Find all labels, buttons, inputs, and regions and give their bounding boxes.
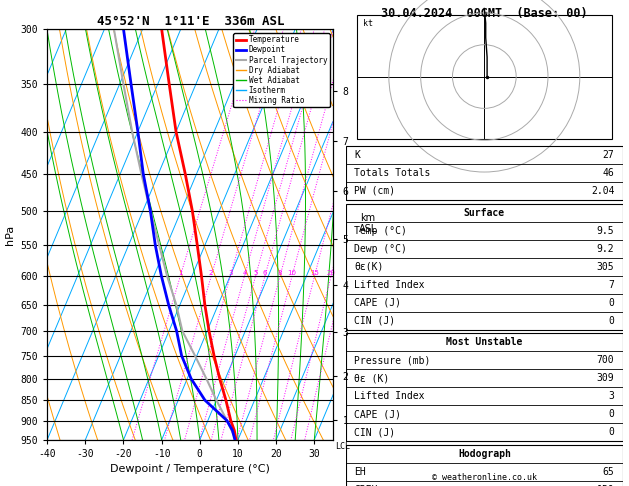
- Text: Lifted Index: Lifted Index: [354, 391, 425, 401]
- Text: 0: 0: [608, 297, 615, 308]
- Text: CAPE (J): CAPE (J): [354, 409, 401, 419]
- Text: 30.04.2024  00GMT  (Base: 00): 30.04.2024 00GMT (Base: 00): [381, 7, 587, 20]
- Text: 0: 0: [608, 409, 615, 419]
- Text: 46: 46: [603, 168, 615, 178]
- Text: CIN (J): CIN (J): [354, 315, 396, 326]
- Text: 3: 3: [608, 391, 615, 401]
- Y-axis label: hPa: hPa: [5, 225, 15, 244]
- Text: kt: kt: [362, 19, 372, 29]
- Text: Temp (°C): Temp (°C): [354, 226, 407, 236]
- X-axis label: Dewpoint / Temperature (°C): Dewpoint / Temperature (°C): [110, 465, 270, 474]
- Text: 309: 309: [597, 373, 615, 383]
- Text: 9.2: 9.2: [597, 243, 615, 254]
- Text: Totals Totals: Totals Totals: [354, 168, 431, 178]
- Y-axis label: km
ASL: km ASL: [359, 213, 377, 235]
- Text: CAPE (J): CAPE (J): [354, 297, 401, 308]
- Text: 700: 700: [597, 355, 615, 365]
- Text: Lifted Index: Lifted Index: [354, 279, 425, 290]
- Text: LCL: LCL: [335, 442, 350, 451]
- Text: 5: 5: [253, 270, 258, 276]
- Text: 0: 0: [608, 427, 615, 437]
- Text: 150: 150: [597, 485, 615, 486]
- Bar: [346, 204, 623, 330]
- Text: © weatheronline.co.uk: © weatheronline.co.uk: [432, 473, 537, 482]
- Text: 0: 0: [608, 315, 615, 326]
- Text: Most Unstable: Most Unstable: [446, 337, 523, 347]
- Text: 9.5: 9.5: [597, 226, 615, 236]
- Text: 20: 20: [326, 270, 335, 276]
- Text: 6: 6: [263, 270, 267, 276]
- Text: Surface: Surface: [464, 208, 505, 218]
- Legend: Temperature, Dewpoint, Parcel Trajectory, Dry Adiabat, Wet Adiabat, Isotherm, Mi: Temperature, Dewpoint, Parcel Trajectory…: [233, 33, 330, 107]
- Text: Hodograph: Hodograph: [458, 449, 511, 459]
- Text: CIN (J): CIN (J): [354, 427, 396, 437]
- Text: 10: 10: [287, 270, 296, 276]
- Bar: [346, 445, 623, 486]
- Text: 65: 65: [603, 467, 615, 477]
- Text: 4: 4: [242, 270, 247, 276]
- Text: 15: 15: [310, 270, 319, 276]
- Text: θε (K): θε (K): [354, 373, 389, 383]
- Text: Dewp (°C): Dewp (°C): [354, 243, 407, 254]
- Bar: [346, 146, 623, 200]
- Text: EH: EH: [354, 467, 366, 477]
- Text: 305: 305: [597, 261, 615, 272]
- Text: 2.04: 2.04: [591, 186, 615, 196]
- Title: 45°52'N  1°11'E  336m ASL: 45°52'N 1°11'E 336m ASL: [96, 15, 284, 28]
- Text: PW (cm): PW (cm): [354, 186, 396, 196]
- Text: 7: 7: [608, 279, 615, 290]
- Text: SREH: SREH: [354, 485, 378, 486]
- Text: K: K: [354, 150, 360, 160]
- Bar: [346, 333, 623, 441]
- Text: 1: 1: [178, 270, 182, 276]
- Text: Pressure (mb): Pressure (mb): [354, 355, 431, 365]
- Text: 3: 3: [228, 270, 233, 276]
- Text: 2: 2: [209, 270, 213, 276]
- Text: θε(K): θε(K): [354, 261, 384, 272]
- Text: 27: 27: [603, 150, 615, 160]
- Text: 8: 8: [278, 270, 282, 276]
- Bar: [357, 15, 611, 139]
